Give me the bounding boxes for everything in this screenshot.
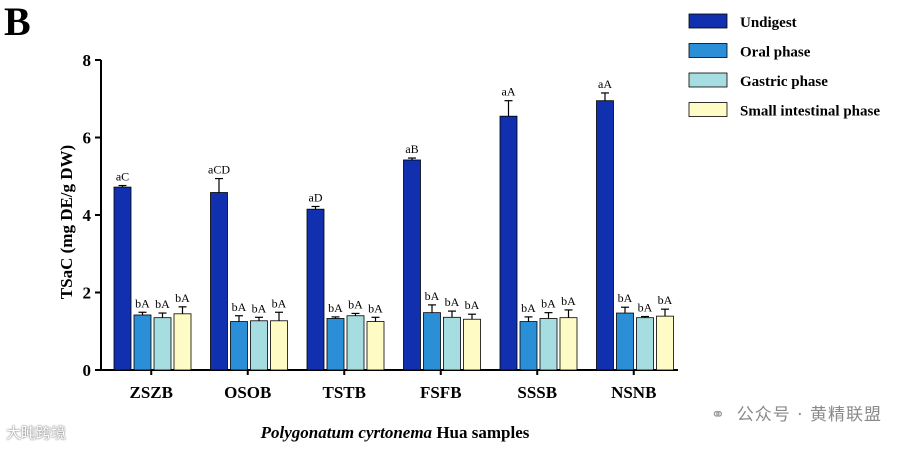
bar-fsfb-small-intestinal-phase bbox=[463, 318, 481, 371]
bar-group-osob: aCD bA bA bA bbox=[208, 163, 288, 371]
bar-sssb-gastric-phase bbox=[539, 318, 558, 371]
bar-group-zszb: aC bA bA bA bbox=[113, 170, 192, 371]
bar-tstb-gastric-phase bbox=[346, 315, 365, 371]
x-tick-label-sssb: SSSB bbox=[517, 383, 557, 402]
watermark-left: 大盹跨境 bbox=[6, 424, 67, 442]
bar-fsfb-oral-phase bbox=[423, 312, 441, 371]
bar-zszb-small-intestinal-phase bbox=[173, 313, 192, 371]
legend-label-gastric-phase: Gastric phase bbox=[740, 74, 828, 90]
bar-osob-gastric-phase bbox=[250, 320, 268, 371]
data-label-nsnb-undigest: aA bbox=[598, 77, 612, 91]
bar-zszb-oral-phase bbox=[133, 314, 152, 371]
data-label-sssb-oral-phase: bA bbox=[521, 301, 536, 315]
data-label-zszb-gastric-phase: bA bbox=[155, 297, 170, 311]
y-tick-label-8: 8 bbox=[83, 51, 92, 70]
legend: Undigest Oral phase Gastric phase Small int… bbox=[688, 13, 880, 120]
bars: aC bA bA bA aCD bA bA bA aD bA bA bA aB bA bA bA aA bA bA b… bbox=[113, 77, 674, 371]
bar-zszb-gastric-phase bbox=[153, 317, 172, 371]
data-label-nsnb-gastric-phase: bA bbox=[638, 301, 653, 315]
data-label-fsfb-small-intestinal-phase: bA bbox=[465, 298, 480, 312]
bar-tstb-undigest bbox=[306, 208, 325, 371]
x-axis-label-italic: Polygonatum cyrtonema bbox=[260, 423, 433, 442]
data-label-osob-gastric-phase: bA bbox=[252, 301, 267, 315]
data-label-tstb-small-intestinal-phase: bA bbox=[368, 301, 383, 315]
x-tick-label-tstb: TSTB bbox=[323, 383, 366, 402]
data-label-zszb-undigest: aC bbox=[116, 170, 129, 184]
bar-group-nsnb: aA bA bA bA bbox=[596, 77, 674, 371]
bar-osob-oral-phase bbox=[230, 321, 248, 371]
bar-group-sssb: aA bA bA bA bbox=[499, 85, 578, 371]
legend-label-small-intestinal-phase: Small intestinal phase bbox=[740, 104, 880, 120]
legend-swatch-undigest bbox=[688, 13, 728, 29]
panel-letter: B bbox=[4, 0, 31, 44]
y-tick-label-0: 0 bbox=[83, 361, 92, 380]
axes: 0 2 4 6 8 ZSZB OSOB TSTB FSFB SSSB NSNB bbox=[83, 51, 678, 402]
bar-tstb-small-intestinal-phase bbox=[366, 321, 385, 371]
bar-sssb-undigest bbox=[499, 115, 518, 371]
bar-zszb-undigest bbox=[113, 186, 132, 371]
bar-nsnb-gastric-phase bbox=[636, 317, 654, 371]
bar-group-tstb: aD bA bA bA bbox=[306, 190, 385, 371]
bar-osob-undigest bbox=[210, 192, 228, 371]
data-label-sssb-small-intestinal-phase: bA bbox=[561, 294, 576, 308]
data-label-osob-small-intestinal-phase: bA bbox=[272, 296, 287, 310]
data-label-nsnb-small-intestinal-phase: bA bbox=[658, 293, 673, 307]
x-axis-label-rest: Hua samples bbox=[432, 423, 530, 442]
x-axis-label: Polygonatum cyrtonema Hua samples bbox=[260, 423, 530, 442]
bar-nsnb-small-intestinal-phase bbox=[656, 315, 674, 371]
legend-label-undigest: Undigest bbox=[740, 15, 797, 31]
data-label-tstb-gastric-phase: bA bbox=[348, 297, 363, 311]
bar-osob-small-intestinal-phase bbox=[270, 320, 288, 371]
x-tick-label-osob: OSOB bbox=[224, 383, 271, 402]
data-label-osob-undigest: aCD bbox=[208, 163, 230, 177]
data-label-sssb-gastric-phase: bA bbox=[541, 297, 556, 311]
bar-fsfb-undigest bbox=[403, 159, 421, 371]
bar-group-fsfb: aB bA bA bA bbox=[403, 142, 481, 371]
bar-tstb-oral-phase bbox=[326, 318, 345, 371]
y-tick-label-2: 2 bbox=[83, 284, 92, 303]
x-tick-label-fsfb: FSFB bbox=[420, 383, 462, 402]
legend-label-oral-phase: Oral phase bbox=[740, 45, 811, 61]
data-label-zszb-oral-phase: bA bbox=[135, 296, 150, 310]
data-label-fsfb-undigest: aB bbox=[405, 142, 418, 156]
x-tick-label-nsnb: NSNB bbox=[611, 383, 656, 402]
bar-nsnb-oral-phase bbox=[616, 312, 634, 371]
bar-sssb-oral-phase bbox=[519, 321, 538, 371]
data-label-zszb-small-intestinal-phase: bA bbox=[175, 291, 190, 305]
watermark-right-text: 公众号 · 黄精联盟 bbox=[736, 405, 882, 425]
data-label-tstb-undigest: aD bbox=[309, 190, 323, 204]
bar-sssb-small-intestinal-phase bbox=[559, 317, 578, 371]
bar-nsnb-undigest bbox=[596, 100, 614, 371]
data-label-fsfb-gastric-phase: bA bbox=[445, 295, 460, 309]
data-label-nsnb-oral-phase: bA bbox=[618, 291, 633, 305]
y-tick-label-6: 6 bbox=[83, 129, 92, 148]
data-label-tstb-oral-phase: bA bbox=[328, 301, 343, 315]
data-label-sssb-undigest: aA bbox=[502, 85, 516, 99]
legend-swatch-gastric-phase bbox=[688, 72, 728, 88]
data-label-fsfb-oral-phase: bA bbox=[425, 289, 440, 303]
watermark-right: ⚭ 公众号 · 黄精联盟 bbox=[711, 400, 882, 425]
x-tick-label-zszb: ZSZB bbox=[130, 383, 173, 402]
bar-fsfb-gastric-phase bbox=[443, 316, 461, 371]
legend-swatch-small-intestinal-phase bbox=[688, 102, 728, 117]
data-label-osob-oral-phase: bA bbox=[232, 300, 247, 314]
y-axis-label: TSaC (mg DE/g DW) bbox=[57, 145, 76, 299]
legend-swatch-oral-phase bbox=[688, 43, 728, 58]
wechat-icon: ⚭ bbox=[710, 405, 727, 425]
y-tick-label-4: 4 bbox=[83, 206, 92, 225]
